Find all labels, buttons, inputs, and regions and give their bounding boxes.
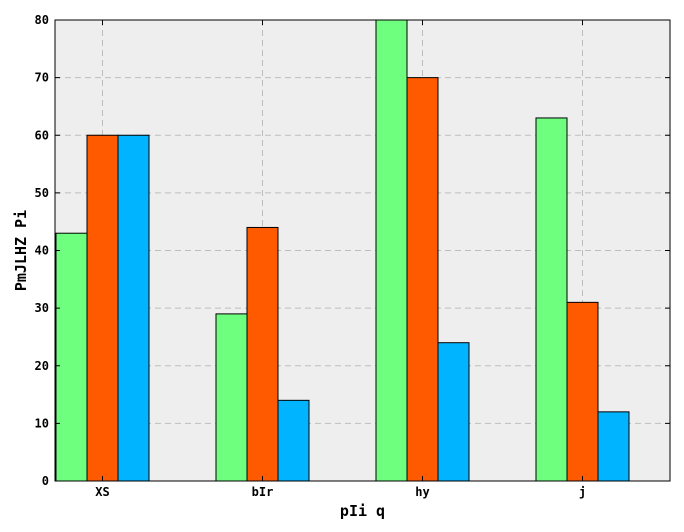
bar [375,19,408,482]
y-tick-label: 10 [35,416,49,430]
bar [566,301,599,482]
x-tick-label: XS [95,485,109,499]
bar [597,411,630,482]
bar [535,117,568,482]
x-tick-label: j [579,485,586,499]
bar [246,226,279,482]
y-tick-label: 60 [35,128,49,142]
bar [406,77,439,482]
bar [117,134,150,482]
y-tick-label: 40 [35,244,49,258]
y-axis-ticks: 0 10 20 30 40 50 60 70 80 [35,13,670,488]
x-tick-label: hy [415,485,429,499]
y-tick-label: 30 [35,301,49,315]
x-axis-label: pIi q [340,502,385,520]
y-tick-label: 80 [35,13,49,27]
x-tick-label: bIr [252,485,274,499]
bar [55,232,88,482]
bar [86,134,119,482]
y-tick-label: 0 [42,474,49,488]
y-axis-label: PmJLHZ Pi [12,210,30,291]
y-tick-label: 70 [35,71,49,85]
bars [55,19,630,482]
y-tick-label: 20 [35,359,49,373]
bar [215,313,248,482]
bar [277,399,310,482]
y-tick-label: 50 [35,186,49,200]
x-axis-ticks: XS bIr hy j [95,20,586,499]
bar [437,342,470,482]
